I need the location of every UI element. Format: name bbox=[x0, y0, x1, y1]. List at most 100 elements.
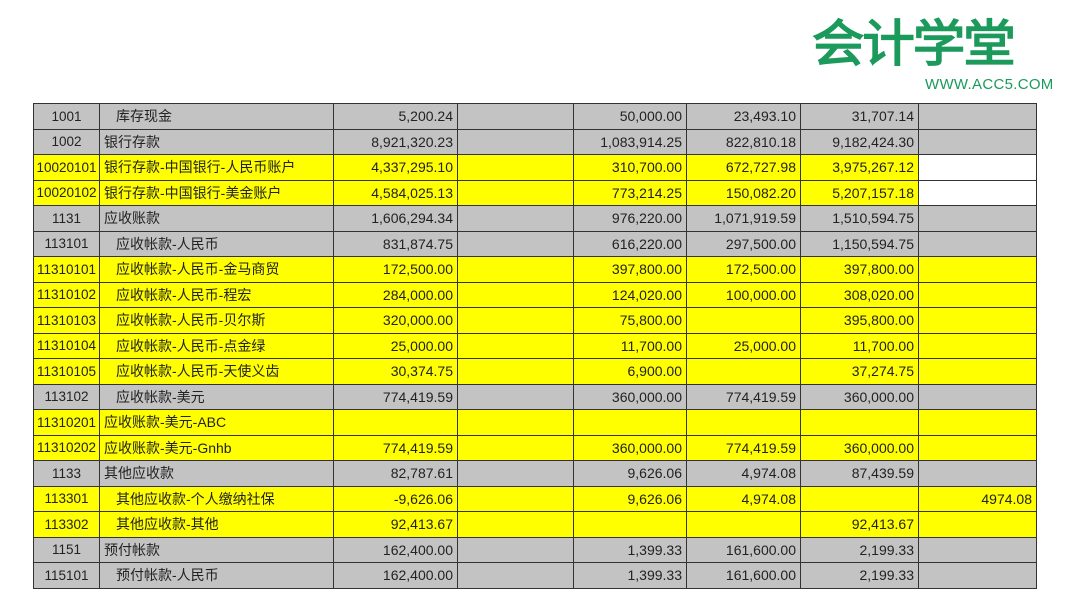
credit-amount-cell[interactable] bbox=[686, 307, 801, 334]
credit-amount-cell[interactable]: 161,600.00 bbox=[686, 562, 801, 589]
credit-amount-cell[interactable] bbox=[686, 511, 801, 538]
debit-amount-cell[interactable]: 6,900.00 bbox=[573, 358, 687, 385]
column-4-cell[interactable] bbox=[457, 128, 574, 155]
closing-balance-cell[interactable]: 1,510,594.75 bbox=[800, 205, 919, 232]
account-name-cell[interactable]: 应收帐款-人民币-点金绿 bbox=[99, 332, 334, 359]
column-4-cell[interactable] bbox=[457, 485, 574, 512]
opening-balance-cell[interactable]: 82,787.61 bbox=[333, 460, 458, 487]
column-4-cell[interactable] bbox=[457, 154, 574, 181]
column-4-cell[interactable] bbox=[457, 409, 574, 436]
debit-amount-cell[interactable]: 1,399.33 bbox=[573, 562, 687, 589]
debit-amount-cell[interactable]: 9,626.06 bbox=[573, 485, 687, 512]
closing-balance-cell[interactable]: 3,975,267.12 bbox=[800, 154, 919, 181]
account-code-cell[interactable]: 113302 bbox=[33, 511, 100, 538]
column-4-cell[interactable] bbox=[457, 103, 574, 130]
account-code-cell[interactable]: 11310202 bbox=[33, 434, 100, 461]
credit-amount-cell[interactable]: 822,810.18 bbox=[686, 128, 801, 155]
account-name-cell[interactable]: 应收帐款-人民币-天使义齿 bbox=[99, 358, 334, 385]
opening-balance-cell[interactable]: 172,500.00 bbox=[333, 256, 458, 283]
column-8-cell[interactable]: 4974.08 bbox=[918, 485, 1037, 512]
account-name-cell[interactable]: 应收账款 bbox=[99, 205, 334, 232]
column-4-cell[interactable] bbox=[457, 536, 574, 563]
column-8-cell[interactable] bbox=[918, 383, 1037, 410]
account-name-cell[interactable]: 银行存款-中国银行-美金账户 bbox=[99, 179, 334, 206]
debit-amount-cell[interactable]: 397,800.00 bbox=[573, 256, 687, 283]
closing-balance-cell[interactable]: 5,207,157.18 bbox=[800, 179, 919, 206]
credit-amount-cell[interactable]: 25,000.00 bbox=[686, 332, 801, 359]
opening-balance-cell[interactable]: 320,000.00 bbox=[333, 307, 458, 334]
column-8-cell[interactable] bbox=[918, 128, 1037, 155]
debit-amount-cell[interactable]: 773,214.25 bbox=[573, 179, 687, 206]
closing-balance-cell[interactable]: 360,000.00 bbox=[800, 383, 919, 410]
account-code-cell[interactable]: 113102 bbox=[33, 383, 100, 410]
debit-amount-cell[interactable]: 75,800.00 bbox=[573, 307, 687, 334]
column-8-cell[interactable] bbox=[918, 460, 1037, 487]
opening-balance-cell[interactable]: 92,413.67 bbox=[333, 511, 458, 538]
account-code-cell[interactable]: 10020101 bbox=[33, 154, 100, 181]
column-4-cell[interactable] bbox=[457, 256, 574, 283]
closing-balance-cell[interactable]: 308,020.00 bbox=[800, 281, 919, 308]
account-name-cell[interactable]: 银行存款-中国银行-人民币账户 bbox=[99, 154, 334, 181]
account-name-cell[interactable]: 应收账款-美元-ABC bbox=[99, 409, 334, 436]
opening-balance-cell[interactable]: 831,874.75 bbox=[333, 230, 458, 257]
debit-amount-cell[interactable] bbox=[573, 511, 687, 538]
debit-amount-cell[interactable] bbox=[573, 409, 687, 436]
column-8-cell[interactable] bbox=[918, 434, 1037, 461]
account-code-cell[interactable]: 11310103 bbox=[33, 307, 100, 334]
opening-balance-cell[interactable]: 8,921,320.23 bbox=[333, 128, 458, 155]
column-8-cell[interactable] bbox=[918, 205, 1037, 232]
opening-balance-cell[interactable]: 4,337,295.10 bbox=[333, 154, 458, 181]
account-name-cell[interactable]: 预付帐款-人民币 bbox=[99, 562, 334, 589]
account-code-cell[interactable]: 10020102 bbox=[33, 179, 100, 206]
credit-amount-cell[interactable]: 4,974.08 bbox=[686, 460, 801, 487]
credit-amount-cell[interactable]: 172,500.00 bbox=[686, 256, 801, 283]
opening-balance-cell[interactable]: 162,400.00 bbox=[333, 562, 458, 589]
closing-balance-cell[interactable]: 9,182,424.30 bbox=[800, 128, 919, 155]
column-8-cell[interactable] bbox=[918, 103, 1037, 130]
account-name-cell[interactable]: 其他应收款-个人缴纳社保 bbox=[99, 485, 334, 512]
closing-balance-cell[interactable]: 37,274.75 bbox=[800, 358, 919, 385]
credit-amount-cell[interactable]: 100,000.00 bbox=[686, 281, 801, 308]
opening-balance-cell[interactable]: 5,200.24 bbox=[333, 103, 458, 130]
credit-amount-cell[interactable] bbox=[686, 358, 801, 385]
closing-balance-cell[interactable]: 360,000.00 bbox=[800, 434, 919, 461]
column-4-cell[interactable] bbox=[457, 460, 574, 487]
credit-amount-cell[interactable]: 4,974.08 bbox=[686, 485, 801, 512]
column-4-cell[interactable] bbox=[457, 307, 574, 334]
account-code-cell[interactable]: 113101 bbox=[33, 230, 100, 257]
debit-amount-cell[interactable]: 124,020.00 bbox=[573, 281, 687, 308]
account-name-cell[interactable]: 其他应收款-其他 bbox=[99, 511, 334, 538]
column-8-cell[interactable] bbox=[918, 230, 1037, 257]
closing-balance-cell[interactable]: 395,800.00 bbox=[800, 307, 919, 334]
credit-amount-cell[interactable]: 774,419.59 bbox=[686, 434, 801, 461]
column-8-cell[interactable] bbox=[918, 358, 1037, 385]
closing-balance-cell[interactable]: 87,439.59 bbox=[800, 460, 919, 487]
column-4-cell[interactable] bbox=[457, 511, 574, 538]
account-name-cell[interactable]: 应收账款-美元-Gnhb bbox=[99, 434, 334, 461]
column-4-cell[interactable] bbox=[457, 281, 574, 308]
account-name-cell[interactable]: 应收帐款-人民币 bbox=[99, 230, 334, 257]
closing-balance-cell[interactable] bbox=[800, 485, 919, 512]
column-4-cell[interactable] bbox=[457, 230, 574, 257]
credit-amount-cell[interactable]: 23,493.10 bbox=[686, 103, 801, 130]
account-code-cell[interactable]: 11310101 bbox=[33, 256, 100, 283]
opening-balance-cell[interactable]: 30,374.75 bbox=[333, 358, 458, 385]
closing-balance-cell[interactable]: 2,199.33 bbox=[800, 536, 919, 563]
debit-amount-cell[interactable]: 50,000.00 bbox=[573, 103, 687, 130]
account-code-cell[interactable]: 1001 bbox=[33, 103, 100, 130]
account-name-cell[interactable]: 应收帐款-人民币-程宏 bbox=[99, 281, 334, 308]
credit-amount-cell[interactable]: 672,727.98 bbox=[686, 154, 801, 181]
column-8-cell[interactable] bbox=[918, 562, 1037, 589]
account-code-cell[interactable]: 115101 bbox=[33, 562, 100, 589]
column-4-cell[interactable] bbox=[457, 332, 574, 359]
closing-balance-cell[interactable]: 31,707.14 bbox=[800, 103, 919, 130]
opening-balance-cell[interactable] bbox=[333, 409, 458, 436]
opening-balance-cell[interactable]: 4,584,025.13 bbox=[333, 179, 458, 206]
column-4-cell[interactable] bbox=[457, 179, 574, 206]
credit-amount-cell[interactable]: 297,500.00 bbox=[686, 230, 801, 257]
column-8-cell[interactable] bbox=[918, 409, 1037, 436]
account-code-cell[interactable]: 113301 bbox=[33, 485, 100, 512]
account-name-cell[interactable]: 其他应收款 bbox=[99, 460, 334, 487]
opening-balance-cell[interactable]: -9,626.06 bbox=[333, 485, 458, 512]
debit-amount-cell[interactable]: 310,700.00 bbox=[573, 154, 687, 181]
